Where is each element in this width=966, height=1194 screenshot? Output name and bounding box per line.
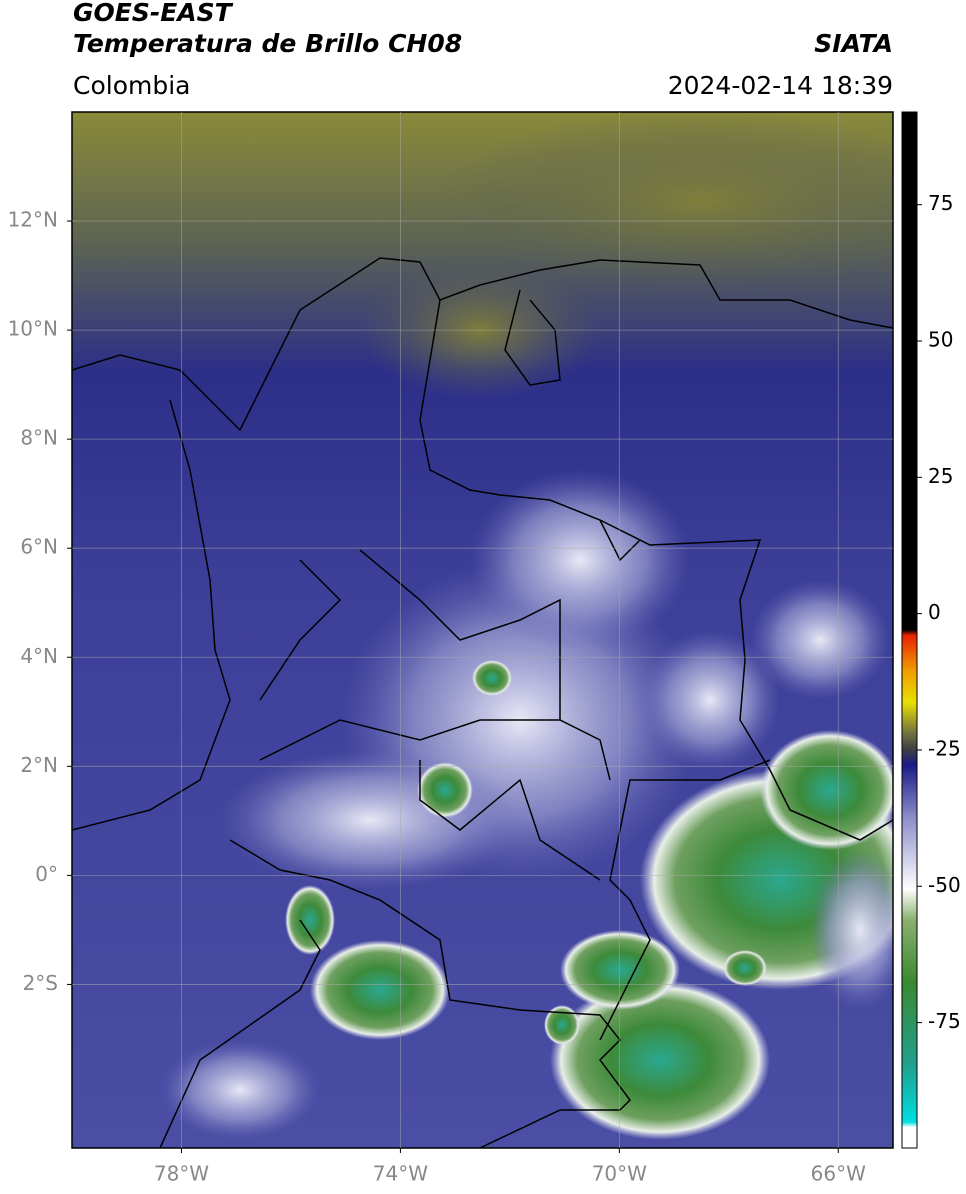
region: Colombia [73, 71, 190, 100]
colorbar-label: 0 [928, 600, 941, 624]
lat-tick-label: 6°N [20, 535, 58, 559]
datetime: 2024-02-14 18:39 [668, 71, 893, 100]
colorbar-label: 25 [928, 464, 953, 488]
colorbar-label: 50 [928, 328, 953, 352]
lon-tick-label: 70°W [592, 1162, 647, 1186]
lat-tick-label: 4°N [20, 644, 58, 668]
title: GOES-EAST [73, 0, 234, 27]
satellite-image [72, 112, 893, 1148]
lat-tick-label: 2°S [23, 971, 58, 995]
lon-tick-label: 74°W [373, 1162, 428, 1186]
colorbar [901, 111, 918, 1149]
lon-tick-label: 66°W [811, 1162, 866, 1186]
lat-tick-label: 0° [35, 862, 58, 886]
colorbar-label: -50 [928, 873, 961, 897]
colorbar-label: -75 [928, 1009, 961, 1033]
subtitle: Temperatura de Brillo CH08 [73, 29, 462, 58]
colorbar-label: 75 [928, 191, 953, 215]
source: SIATA [814, 29, 893, 58]
lat-tick-label: 12°N [8, 208, 58, 232]
lat-tick-label: 2°N [20, 753, 58, 777]
colorbar-label: -25 [928, 736, 961, 760]
lat-tick-label: 10°N [8, 317, 58, 341]
lon-tick-label: 78°W [154, 1162, 209, 1186]
map-frame [71, 111, 894, 1149]
lat-tick-label: 8°N [20, 426, 58, 450]
